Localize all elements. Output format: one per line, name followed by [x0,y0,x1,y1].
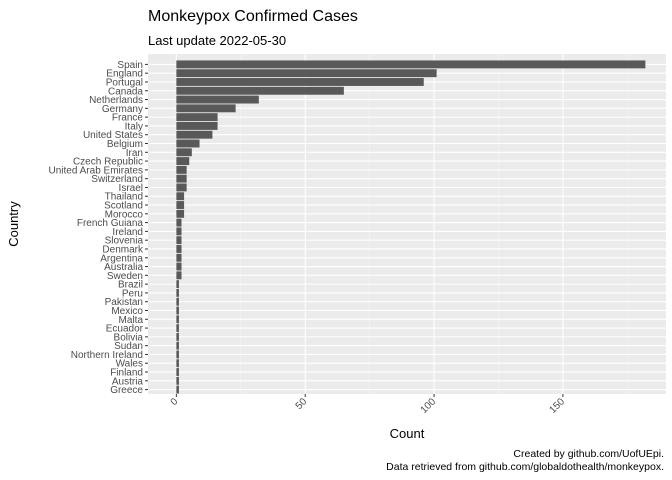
y-tick-label: Israel [119,183,143,194]
bar-thailand [176,192,185,201]
y-tick-label: Morocco [105,209,144,220]
x-tick-label: 0 [169,396,181,408]
bar-greece [176,385,179,394]
bar-spain [176,60,646,69]
bar-wales [176,359,179,368]
y-tick-label: Finland [110,368,143,379]
bar-morocco [176,209,185,218]
y-tick-label: United States [83,130,143,141]
caption-line-1: Created by github.com/UofUEpi. [513,448,664,460]
y-tick-label: Denmark [102,244,144,255]
y-tick-label: Switzerland [91,174,143,185]
y-tick-label: Greece [110,385,143,396]
y-tick-label: Ecuador [106,324,144,335]
x-tick-label: 150 [547,396,567,416]
bar-slovenia [176,236,182,245]
y-tick-label: Czech Republic [73,157,143,168]
y-tick-label: Malta [119,315,144,326]
bar-united-states [176,130,213,139]
x-axis-title: Count [390,426,425,441]
bar-israel [176,183,187,192]
bar-austria [176,376,179,385]
y-tick-label: Scotland [104,201,143,212]
bar-switzerland [176,174,187,183]
y-tick-label: Sudan [114,341,143,352]
y-tick-label: Mexico [111,306,143,317]
y-tick-label: Netherlands [89,95,143,106]
bar-portugal [176,78,424,86]
bar-peru [176,288,179,297]
caption-line-2: Data retrieved from github.com/globaldot… [386,461,664,473]
y-tick-label: Wales [116,359,143,370]
bar-australia [176,262,182,271]
bar-mexico [176,306,179,315]
y-tick-label: Slovenia [105,236,144,247]
y-tick-label: Italy [125,121,143,132]
bar-sudan [176,341,179,350]
x-tick-label: 50 [294,396,310,412]
bars [176,60,646,394]
bar-belgium [176,139,200,148]
y-tick-label: Spain [117,60,143,71]
y-tick-label: Ireland [112,227,143,238]
bar-northern-ireland [176,350,179,359]
y-tick-label: France [112,113,144,124]
x-axis-ticks: 0 50 100 150 [169,394,567,416]
y-tick-label: Australia [104,262,143,273]
y-tick-label: Sweden [107,271,143,282]
y-tick-label: Northern Ireland [71,350,143,361]
bar-pakistan [176,297,179,306]
chart-subtitle: Last update 2022-05-30 [148,33,286,48]
y-tick-label: Portugal [106,77,143,88]
y-tick-label: United Arab Emirates [49,165,144,176]
bar-french-guiana [176,218,182,227]
chart-title: Monkeypox Confirmed Cases [148,8,358,25]
y-tick-label: Thailand [105,192,143,203]
bar-iran [176,148,192,157]
bar-finland [176,368,179,376]
bar-france [176,113,218,122]
bar-ecuador [176,324,179,333]
y-tick-label: French Guiana [77,218,144,229]
bar-england [176,69,437,78]
y-tick-label: Austria [112,376,144,387]
bar-malta [176,315,179,324]
y-tick-label: Belgium [107,139,143,150]
bar-brazil [176,280,179,289]
y-tick-label: Iran [126,148,143,159]
y-tick-label: Peru [122,288,143,299]
bar-canada [176,86,344,95]
bar-united-arab-emirates [176,165,187,174]
bar-scotland [176,201,185,209]
bar-ireland [176,227,182,236]
bar-sweden [176,271,182,280]
y-tick-label: England [106,69,143,80]
y-axis-ticks: SpainEnglandPortugalCanadaNetherlandsGer… [49,60,148,396]
y-axis-title: Country [6,201,21,247]
x-tick-label: 100 [419,396,439,416]
bar-italy [176,121,218,130]
y-tick-label: Argentina [100,253,143,264]
bar-bolivia [176,332,179,341]
y-tick-label: Germany [102,104,143,115]
bar-germany [176,104,236,113]
bar-netherlands [176,95,259,104]
y-tick-label: Brazil [118,280,143,291]
y-tick-label: Pakistan [105,297,143,308]
bar-czech-republic [176,157,190,166]
y-tick-label: Bolivia [114,332,144,343]
bar-denmark [176,245,182,253]
y-tick-label: Canada [108,86,143,97]
bar-argentina [176,253,182,262]
